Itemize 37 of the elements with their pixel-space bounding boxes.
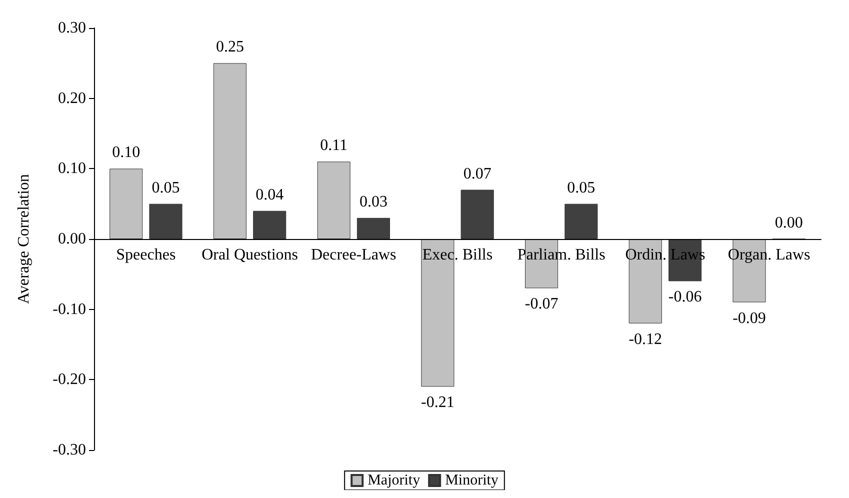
bar xyxy=(110,168,143,239)
y-tick-label: -0.10 xyxy=(52,300,86,318)
data-label: -0.07 xyxy=(524,296,558,313)
x-tick-label: Decree-Laws xyxy=(311,246,396,264)
y-tick-label: -0.30 xyxy=(52,442,86,458)
data-label: 0.11 xyxy=(320,137,348,154)
y-tick-label: 0.10 xyxy=(58,160,86,178)
bar xyxy=(460,190,494,239)
data-label: -0.12 xyxy=(628,330,662,348)
bar xyxy=(253,210,286,239)
y-axis-title: Average Correlation xyxy=(16,174,32,304)
data-label: 0.04 xyxy=(256,186,284,204)
x-tick-label: Oral Questions xyxy=(202,246,298,264)
y-tick-label: -0.20 xyxy=(52,371,86,388)
bar xyxy=(317,162,350,239)
legend-label: Minority xyxy=(445,472,499,488)
data-label: 0.05 xyxy=(152,179,180,196)
bar xyxy=(564,204,598,239)
bar xyxy=(356,218,390,239)
x-tick-label: Exec. Bills xyxy=(422,246,493,264)
y-tick-label: 0.30 xyxy=(58,20,86,36)
data-label: -0.21 xyxy=(421,394,454,412)
data-label: 0.00 xyxy=(774,214,803,232)
data-label: 0.03 xyxy=(359,193,388,210)
x-tick-label: Organ. Laws xyxy=(728,246,810,264)
bar xyxy=(149,204,182,239)
data-label: -0.06 xyxy=(668,288,702,306)
data-label: 0.10 xyxy=(112,144,140,162)
y-tick-label: 0.00 xyxy=(58,230,86,248)
y-tick-label: 0.20 xyxy=(58,90,86,107)
data-label: 0.07 xyxy=(463,165,492,182)
legend-label: Majority xyxy=(368,472,421,488)
x-tick-label: Speeches xyxy=(116,246,176,264)
data-label: 0.25 xyxy=(216,38,244,56)
bar xyxy=(213,63,246,239)
data-label: 0.05 xyxy=(567,179,596,196)
data-label: -0.09 xyxy=(732,310,766,327)
